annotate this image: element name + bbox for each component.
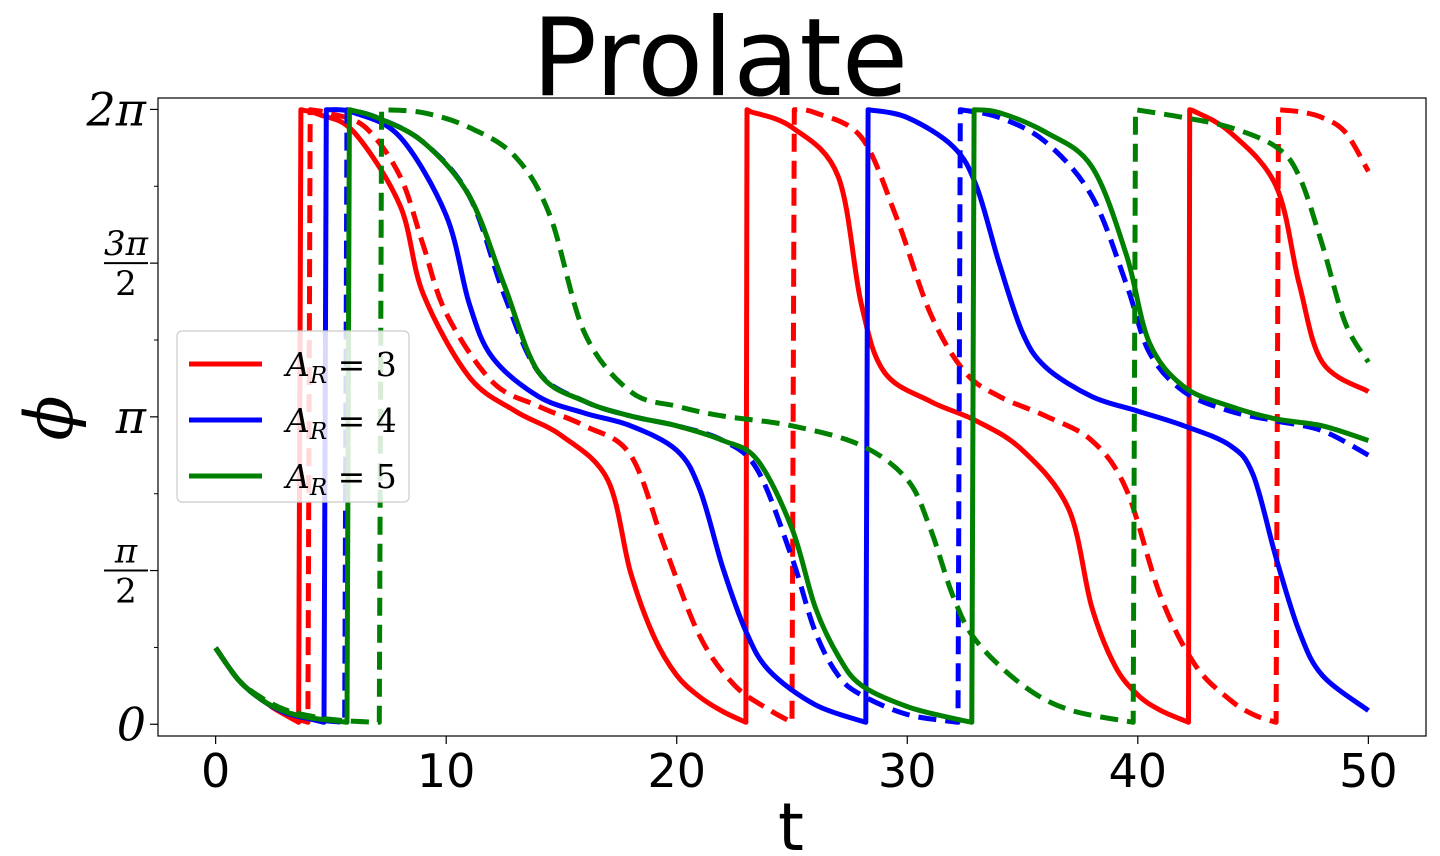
x-axis-label: t [778,789,804,856]
y-tick-label: 0 [117,697,146,751]
x-tick-label: 0 [201,744,230,798]
x-axis: 0 10 20 30 40 50 [201,736,1398,798]
x-tick-label: 50 [1339,744,1398,798]
chart-title: Prolate [532,0,908,121]
y-tick-label-numerator: 3π [104,224,149,264]
legend: AR = 3 AR = 4 AR = 5 [176,330,410,503]
y-tick-label-denominator: 2 [115,264,137,304]
x-tick-label: 10 [417,744,476,798]
y-tick-label-numerator: π [114,532,138,572]
series-line-1 [213,107,1370,725]
y-axis-label: ϕ [11,396,88,441]
y-tick-label: 2π [86,82,147,136]
legend-box [176,330,410,503]
series-line-6 [213,107,1371,725]
plot-lines [213,107,1371,725]
series-line-2 [213,107,1371,725]
legend-label: AR = 3 [283,345,397,389]
y-tick-label-denominator: 2 [115,572,137,612]
legend-label: AR = 5 [283,457,397,501]
x-tick-label: 40 [1109,744,1168,798]
legend-label: AR = 4 [283,401,397,445]
x-tick-label: 30 [878,744,937,798]
y-tick-label: π [115,390,147,444]
x-tick-label: 20 [647,744,706,798]
